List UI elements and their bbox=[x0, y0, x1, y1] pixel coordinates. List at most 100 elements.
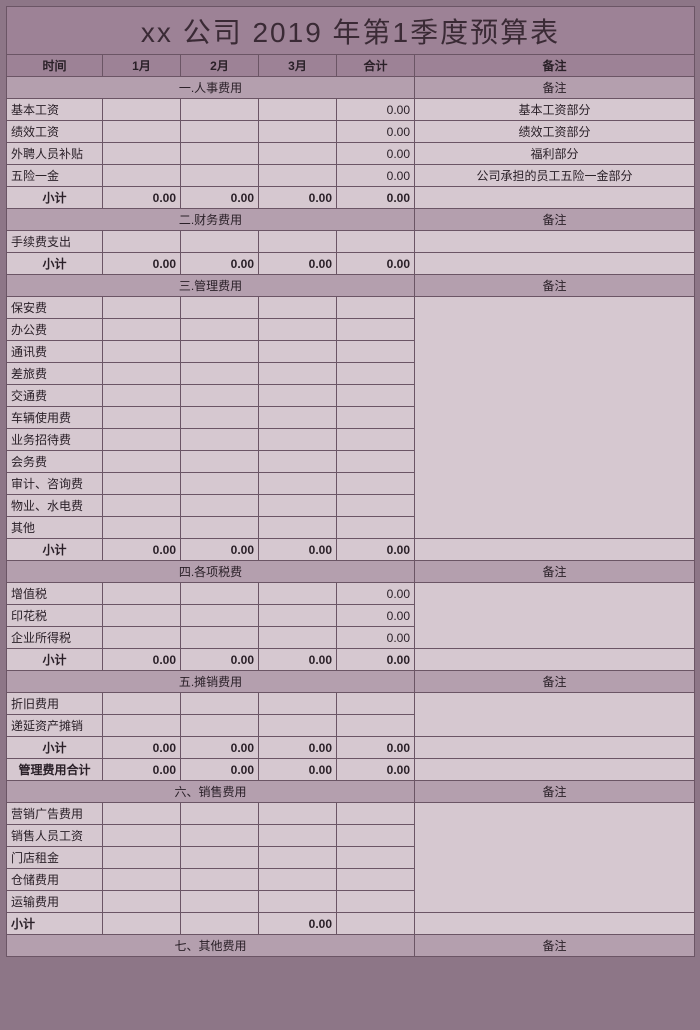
cell[interactable] bbox=[103, 803, 181, 825]
cell[interactable] bbox=[181, 297, 259, 319]
cell[interactable] bbox=[181, 385, 259, 407]
cell[interactable] bbox=[103, 627, 181, 649]
cell[interactable] bbox=[103, 825, 181, 847]
cell[interactable] bbox=[415, 231, 695, 253]
cell[interactable] bbox=[259, 715, 337, 737]
cell[interactable] bbox=[259, 385, 337, 407]
cell[interactable] bbox=[337, 495, 415, 517]
remark-merged[interactable] bbox=[415, 583, 695, 649]
cell[interactable] bbox=[103, 429, 181, 451]
cell[interactable] bbox=[181, 341, 259, 363]
cell[interactable] bbox=[103, 891, 181, 913]
cell[interactable] bbox=[337, 231, 415, 253]
cell[interactable] bbox=[337, 341, 415, 363]
cell[interactable] bbox=[259, 99, 337, 121]
cell[interactable] bbox=[103, 143, 181, 165]
cell[interactable] bbox=[181, 429, 259, 451]
cell[interactable] bbox=[181, 451, 259, 473]
cell[interactable] bbox=[337, 297, 415, 319]
cell[interactable] bbox=[103, 165, 181, 187]
cell[interactable] bbox=[259, 231, 337, 253]
cell[interactable] bbox=[103, 363, 181, 385]
cell[interactable] bbox=[259, 891, 337, 913]
cell[interactable] bbox=[337, 803, 415, 825]
cell[interactable] bbox=[259, 319, 337, 341]
cell[interactable] bbox=[337, 825, 415, 847]
cell[interactable] bbox=[337, 517, 415, 539]
cell[interactable] bbox=[181, 825, 259, 847]
cell[interactable] bbox=[103, 495, 181, 517]
cell[interactable] bbox=[337, 473, 415, 495]
cell[interactable] bbox=[259, 605, 337, 627]
cell[interactable] bbox=[259, 429, 337, 451]
cell[interactable] bbox=[103, 715, 181, 737]
cell[interactable] bbox=[103, 121, 181, 143]
cell[interactable] bbox=[103, 231, 181, 253]
cell[interactable] bbox=[259, 165, 337, 187]
cell[interactable] bbox=[337, 407, 415, 429]
remark-merged[interactable] bbox=[415, 297, 695, 539]
cell[interactable] bbox=[181, 165, 259, 187]
cell[interactable] bbox=[259, 473, 337, 495]
cell[interactable] bbox=[181, 121, 259, 143]
cell[interactable] bbox=[181, 319, 259, 341]
cell[interactable] bbox=[259, 297, 337, 319]
cell[interactable] bbox=[103, 385, 181, 407]
cell[interactable] bbox=[181, 407, 259, 429]
cell[interactable] bbox=[103, 451, 181, 473]
cell[interactable] bbox=[181, 715, 259, 737]
cell[interactable] bbox=[259, 825, 337, 847]
cell[interactable] bbox=[181, 495, 259, 517]
cell[interactable] bbox=[259, 407, 337, 429]
cell[interactable] bbox=[181, 847, 259, 869]
cell[interactable] bbox=[103, 341, 181, 363]
cell[interactable] bbox=[103, 583, 181, 605]
cell[interactable] bbox=[181, 605, 259, 627]
cell[interactable] bbox=[181, 517, 259, 539]
cell[interactable] bbox=[103, 473, 181, 495]
cell[interactable] bbox=[337, 429, 415, 451]
cell[interactable] bbox=[181, 583, 259, 605]
cell[interactable] bbox=[337, 451, 415, 473]
cell[interactable] bbox=[259, 121, 337, 143]
cell[interactable] bbox=[103, 99, 181, 121]
cell[interactable] bbox=[181, 869, 259, 891]
cell[interactable] bbox=[103, 847, 181, 869]
cell[interactable] bbox=[259, 517, 337, 539]
cell[interactable] bbox=[337, 891, 415, 913]
cell[interactable] bbox=[181, 99, 259, 121]
cell[interactable] bbox=[181, 231, 259, 253]
remark-merged[interactable] bbox=[415, 803, 695, 913]
cell[interactable] bbox=[259, 363, 337, 385]
cell[interactable] bbox=[259, 627, 337, 649]
cell[interactable] bbox=[337, 693, 415, 715]
cell[interactable] bbox=[259, 451, 337, 473]
cell[interactable] bbox=[337, 847, 415, 869]
cell[interactable] bbox=[259, 847, 337, 869]
cell[interactable] bbox=[259, 341, 337, 363]
cell[interactable] bbox=[103, 297, 181, 319]
cell[interactable] bbox=[337, 363, 415, 385]
cell[interactable] bbox=[259, 143, 337, 165]
cell[interactable] bbox=[103, 517, 181, 539]
cell[interactable] bbox=[337, 319, 415, 341]
cell[interactable] bbox=[337, 869, 415, 891]
cell[interactable] bbox=[259, 495, 337, 517]
cell[interactable] bbox=[103, 407, 181, 429]
cell[interactable] bbox=[103, 319, 181, 341]
cell[interactable] bbox=[337, 715, 415, 737]
cell[interactable] bbox=[181, 891, 259, 913]
remark-merged[interactable] bbox=[415, 693, 695, 737]
cell[interactable] bbox=[103, 693, 181, 715]
cell[interactable] bbox=[103, 605, 181, 627]
cell[interactable] bbox=[181, 473, 259, 495]
cell[interactable] bbox=[259, 693, 337, 715]
cell[interactable] bbox=[181, 143, 259, 165]
cell[interactable] bbox=[181, 627, 259, 649]
cell[interactable] bbox=[259, 803, 337, 825]
cell[interactable] bbox=[181, 693, 259, 715]
cell[interactable] bbox=[181, 363, 259, 385]
cell[interactable] bbox=[181, 803, 259, 825]
cell[interactable] bbox=[259, 869, 337, 891]
cell[interactable] bbox=[337, 385, 415, 407]
